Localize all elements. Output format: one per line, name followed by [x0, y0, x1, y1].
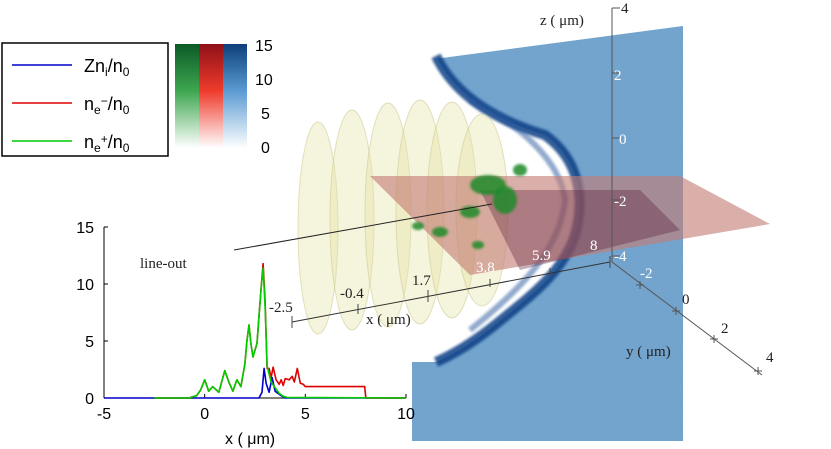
legend-entry-ne-minus: ne−/n0 — [12, 94, 130, 117]
colorbar-red — [199, 44, 223, 148]
z-tick-0: 0 — [619, 132, 627, 148]
z-tick-2: 2 — [614, 68, 622, 84]
y-tick-label: 0 — [85, 391, 94, 408]
y-tick-label: 5 — [85, 334, 94, 351]
colorbar-ticks: 15 10 5 0 — [255, 38, 273, 157]
y3d-tick-0: 0 — [682, 292, 690, 308]
colorbar-tick-0: 0 — [261, 140, 270, 157]
y3d-tick-m2: -2 — [640, 266, 653, 282]
x3d-tick-2: -0.4 — [340, 286, 364, 302]
x-tick-label: -5 — [97, 406, 111, 423]
legend-label-zn: Zni/n0 — [84, 56, 130, 79]
lineout-pointer — [233, 203, 493, 251]
z-axis-3d-ticks — [612, 7, 620, 257]
volume-rendering — [233, 7, 770, 441]
lineout-label: line-out — [140, 256, 187, 272]
series-line-0 — [104, 367, 406, 399]
colorbar-tick-15: 15 — [255, 38, 273, 55]
z-tick-m2: -2 — [614, 194, 627, 210]
colorbar-green — [175, 44, 199, 148]
legend-entry-zn: Zni/n0 — [12, 56, 130, 79]
legend-box — [1, 42, 169, 157]
x3d-tick-5: 5.9 — [532, 248, 551, 264]
x3d-tick-3: 1.7 — [412, 273, 431, 289]
x3d-axis-label: x ( μm) — [366, 312, 411, 328]
plot-x-label: x ( μm) — [225, 431, 275, 448]
y3d-tick-4: 4 — [766, 350, 774, 366]
y-tick-label: 10 — [76, 277, 94, 294]
legend-label-ne-plus: ne+/n0 — [84, 132, 130, 155]
colorbar-tick-10: 10 — [255, 72, 273, 89]
y-tick-label: 15 — [76, 220, 94, 237]
horizontal-slice-shadow — [480, 190, 680, 270]
x-tick-label: 10 — [397, 406, 415, 423]
horizontal-slice — [370, 176, 770, 275]
legend: Zni/n0 ne−/n0 ne+/n0 — [1, 42, 169, 157]
volume-labels: z ( μm) 4 2 0 -2 -4 -2.5 -0.4 1.7 3.8 5.… — [140, 1, 774, 366]
green-clusters — [412, 164, 527, 249]
z-tick-4: 4 — [621, 1, 629, 17]
y-axis-3d-ticks — [636, 281, 762, 375]
colorbar: 15 10 5 0 — [175, 38, 273, 157]
plot-series — [104, 262, 407, 399]
x-axis-3d — [291, 261, 611, 323]
colorbar-tick-5: 5 — [261, 106, 270, 123]
y3d-axis-label: y ( μm) — [626, 344, 671, 360]
legend-entry-ne-plus: ne+/n0 — [12, 132, 130, 155]
x3d-tick-6: 8 — [590, 238, 598, 254]
z-tick-m4: -4 — [614, 249, 627, 265]
y3d-tick-2: 2 — [721, 321, 729, 337]
series-line-2 — [154, 267, 407, 399]
legend-label-ne-minus: ne−/n0 — [84, 94, 130, 117]
x-axis-3d-ticks — [291, 256, 611, 328]
y-axis-3d — [611, 261, 763, 376]
z-axis-label: z ( μm) — [540, 13, 584, 29]
colorbar-blue — [223, 44, 247, 148]
x-tick-label: 0 — [200, 406, 209, 423]
x3d-tick-1: -2.5 — [269, 300, 293, 316]
x3d-tick-4: 3.8 — [476, 260, 495, 276]
x-tick-label: 5 — [301, 406, 310, 423]
